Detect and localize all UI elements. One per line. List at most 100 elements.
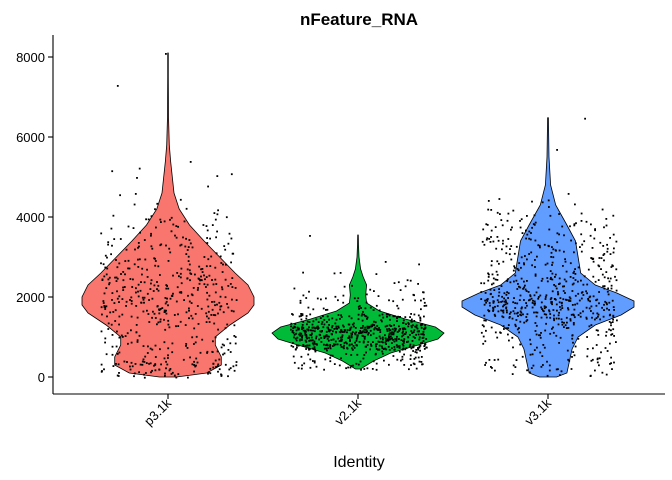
data-point <box>518 327 520 329</box>
data-point <box>350 336 353 339</box>
data-point <box>485 238 488 241</box>
data-point <box>534 274 537 277</box>
data-point <box>532 223 535 225</box>
data-point <box>398 347 401 349</box>
data-point <box>227 242 230 245</box>
data-point <box>559 306 561 308</box>
data-point <box>565 327 568 329</box>
data-point <box>399 328 401 330</box>
data-point <box>301 324 304 326</box>
data-point <box>382 338 384 341</box>
data-point <box>340 314 342 317</box>
data-point <box>422 297 425 300</box>
data-point <box>311 332 313 335</box>
data-point <box>356 334 359 337</box>
data-point <box>128 267 131 270</box>
data-point <box>610 322 612 324</box>
data-point <box>137 246 139 249</box>
data-point <box>566 349 569 352</box>
data-point <box>391 328 394 331</box>
data-point <box>118 336 121 339</box>
data-point <box>402 347 405 350</box>
data-point <box>367 333 369 336</box>
data-point <box>194 341 197 344</box>
data-point <box>385 348 388 351</box>
data-point <box>139 231 141 234</box>
data-point <box>357 363 360 366</box>
data-point <box>403 353 405 356</box>
data-point <box>214 278 217 281</box>
data-point <box>520 218 523 221</box>
data-point <box>558 213 560 215</box>
data-point <box>598 302 600 305</box>
data-point <box>313 346 316 349</box>
data-point <box>592 347 594 350</box>
data-point <box>177 325 180 327</box>
data-point <box>595 299 597 302</box>
data-point <box>606 290 609 293</box>
data-point <box>577 314 580 316</box>
data-point <box>334 343 337 346</box>
data-point <box>219 255 222 258</box>
data-point <box>164 328 167 331</box>
data-point <box>333 272 336 275</box>
data-point <box>228 232 231 235</box>
data-point <box>366 318 368 320</box>
data-point <box>603 303 605 306</box>
data-point <box>534 322 537 324</box>
data-point <box>367 326 369 328</box>
data-point <box>324 358 327 361</box>
data-point <box>339 344 342 346</box>
data-point <box>498 288 500 290</box>
data-point <box>518 331 520 334</box>
data-point <box>530 232 532 234</box>
data-point <box>215 366 218 368</box>
data-point <box>607 293 610 296</box>
data-point <box>212 340 214 343</box>
data-point <box>343 285 346 288</box>
data-point <box>549 298 552 301</box>
data-point <box>203 256 206 258</box>
data-point <box>585 306 588 309</box>
data-point <box>159 274 161 276</box>
data-point <box>391 347 393 350</box>
data-point <box>561 225 564 228</box>
data-point <box>395 344 398 347</box>
data-point <box>532 299 534 302</box>
chart-title: nFeature_RNA <box>300 10 418 29</box>
data-point <box>382 348 385 350</box>
data-point <box>412 362 415 365</box>
data-point <box>599 318 601 321</box>
data-point <box>387 339 390 342</box>
data-point <box>545 316 548 319</box>
data-point <box>302 294 305 297</box>
data-point <box>610 329 612 332</box>
data-point <box>398 325 400 328</box>
data-point <box>291 331 294 333</box>
data-point <box>612 265 614 267</box>
data-point <box>569 297 572 300</box>
data-point <box>193 327 196 330</box>
data-point <box>234 336 237 338</box>
data-point <box>402 330 404 333</box>
data-point <box>503 328 505 330</box>
data-point <box>215 252 218 255</box>
data-point <box>190 314 193 317</box>
data-point <box>392 333 395 336</box>
data-point <box>138 371 140 374</box>
data-point <box>573 270 575 273</box>
data-point <box>100 363 103 366</box>
data-point <box>138 245 140 248</box>
data-point <box>554 273 557 276</box>
data-point <box>364 335 366 338</box>
data-point <box>307 306 310 309</box>
data-point <box>365 293 368 296</box>
data-point <box>489 293 492 296</box>
data-point <box>169 297 172 300</box>
data-point <box>407 325 410 328</box>
data-point <box>557 314 560 317</box>
data-point <box>116 374 119 377</box>
data-point <box>167 357 169 359</box>
data-point <box>157 289 160 292</box>
data-point <box>506 278 509 281</box>
